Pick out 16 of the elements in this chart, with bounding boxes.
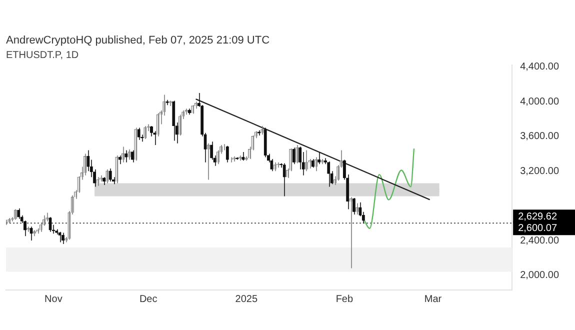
x-tick-label: Feb [336,294,354,305]
ref-line-label: 2,600.07 [518,222,558,234]
text: 2,629.62 [518,211,558,222]
y-tick-label: 2,000.00 [520,270,560,281]
y-tick-label: 4,400.00 [520,62,560,73]
chart-subtitle: ETHUSDT.P, 1D [6,50,79,61]
y-tick-label: 4,000.00 [520,96,560,108]
y-tick-label: 3,600.00 [520,131,560,142]
y-tick-label: 3,200.00 [520,166,560,177]
line-series [362,148,415,229]
x-tick-label: 2025 [235,294,258,305]
chart-title: AndrewCryptoHQ published, Feb 07, 2025 21:09 UTC [6,34,270,47]
x-tick-label: Nov [44,294,62,305]
y-tick-label: 2,400.00 [520,235,560,246]
x-tick-label: Mar [424,294,442,305]
x-tick-label: Dec [139,294,158,305]
